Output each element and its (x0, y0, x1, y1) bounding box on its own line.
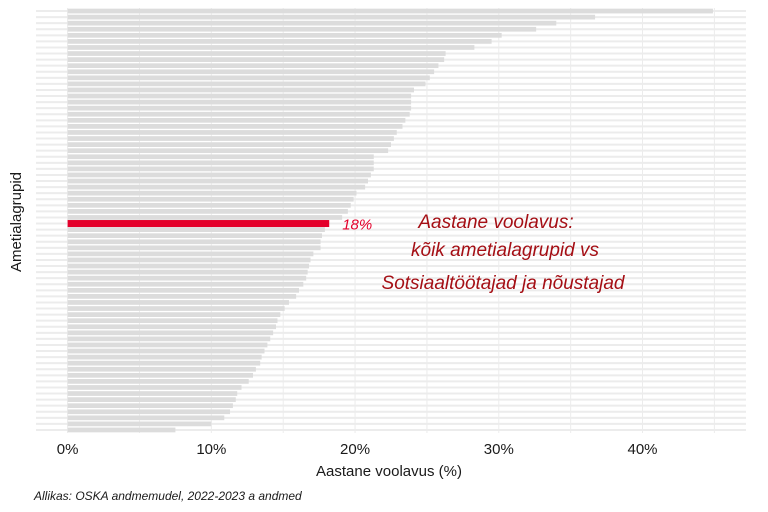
bar (67, 421, 212, 427)
bar (67, 360, 261, 366)
bar (67, 269, 308, 275)
bars (67, 8, 713, 433)
bar (67, 75, 430, 81)
bar (67, 166, 374, 172)
bar (67, 330, 274, 336)
highlight-value-label: 18% (342, 217, 372, 234)
bar (67, 318, 278, 324)
bar (67, 215, 343, 220)
bar (67, 336, 271, 342)
bar (67, 348, 265, 354)
bar (67, 57, 445, 62)
bar (67, 415, 225, 421)
bar (67, 93, 412, 99)
bar (67, 397, 236, 402)
x-axis-title: Aastane voolavus (%) (316, 463, 462, 480)
bar (67, 81, 426, 87)
bar (67, 14, 596, 20)
annotation-line-2: kõik ametialagrupid vs (411, 240, 599, 261)
y-axis-title: Ametialagrupid (8, 172, 25, 272)
bar (67, 142, 391, 147)
x-tick-label: 40% (628, 441, 658, 458)
annotation-line-3: Sotsiaaltöötajad ja nõustajad (382, 273, 626, 294)
x-axis-ticks: 0% 10% 20% 30% 40% (57, 441, 658, 458)
highlight-group: 18% (67, 217, 372, 234)
x-tick-label: 30% (484, 441, 514, 458)
bar (67, 342, 268, 348)
bar (67, 202, 351, 208)
bar (67, 130, 397, 135)
bar (67, 409, 231, 415)
bar (67, 117, 406, 123)
bar (67, 184, 366, 190)
bar (67, 63, 439, 69)
bar (67, 227, 325, 232)
bar (67, 372, 254, 378)
bar (67, 148, 389, 154)
bar (67, 294, 297, 299)
bar (67, 391, 238, 396)
bar (67, 45, 475, 50)
bar (67, 366, 256, 372)
bar (67, 124, 403, 129)
bar (67, 190, 357, 196)
annotation-line-1: Aastane voolavus: (417, 212, 573, 233)
x-tick-label: 10% (196, 441, 226, 458)
bar (67, 312, 281, 317)
bar (67, 39, 492, 44)
bar (67, 154, 374, 160)
bar (67, 105, 412, 111)
bar (67, 99, 412, 105)
x-tick-label: 20% (340, 441, 370, 458)
bar (67, 172, 371, 178)
bar (67, 281, 304, 287)
annotation: Aastane voolavus: kõik ametialagrupid vs… (382, 212, 626, 294)
bar (67, 287, 300, 293)
bar (67, 32, 502, 38)
bar (67, 51, 446, 56)
bar (67, 209, 348, 214)
bar (67, 196, 354, 202)
source-caption: Allikas: OSKA andmemudel, 2022-2023 a an… (33, 489, 302, 503)
bar (67, 427, 176, 433)
bar (67, 300, 289, 305)
bar (67, 87, 414, 93)
bar (67, 275, 307, 281)
bar (67, 324, 277, 330)
bar (67, 136, 394, 141)
bar (67, 257, 311, 263)
bar (67, 354, 262, 360)
bar (67, 306, 285, 311)
bar (67, 245, 321, 251)
bar (67, 160, 374, 166)
bar (67, 379, 249, 384)
bar (67, 69, 435, 75)
bar (67, 403, 233, 409)
bar (67, 26, 537, 32)
bar (67, 111, 410, 117)
bar (67, 385, 242, 390)
bar (67, 178, 369, 184)
bar (67, 239, 321, 245)
x-tick-label: 0% (57, 441, 79, 458)
bar (67, 263, 310, 269)
bar (67, 251, 314, 257)
bar (67, 20, 557, 26)
bar (67, 8, 713, 14)
highlight-bar (67, 220, 330, 228)
bar (67, 233, 323, 239)
